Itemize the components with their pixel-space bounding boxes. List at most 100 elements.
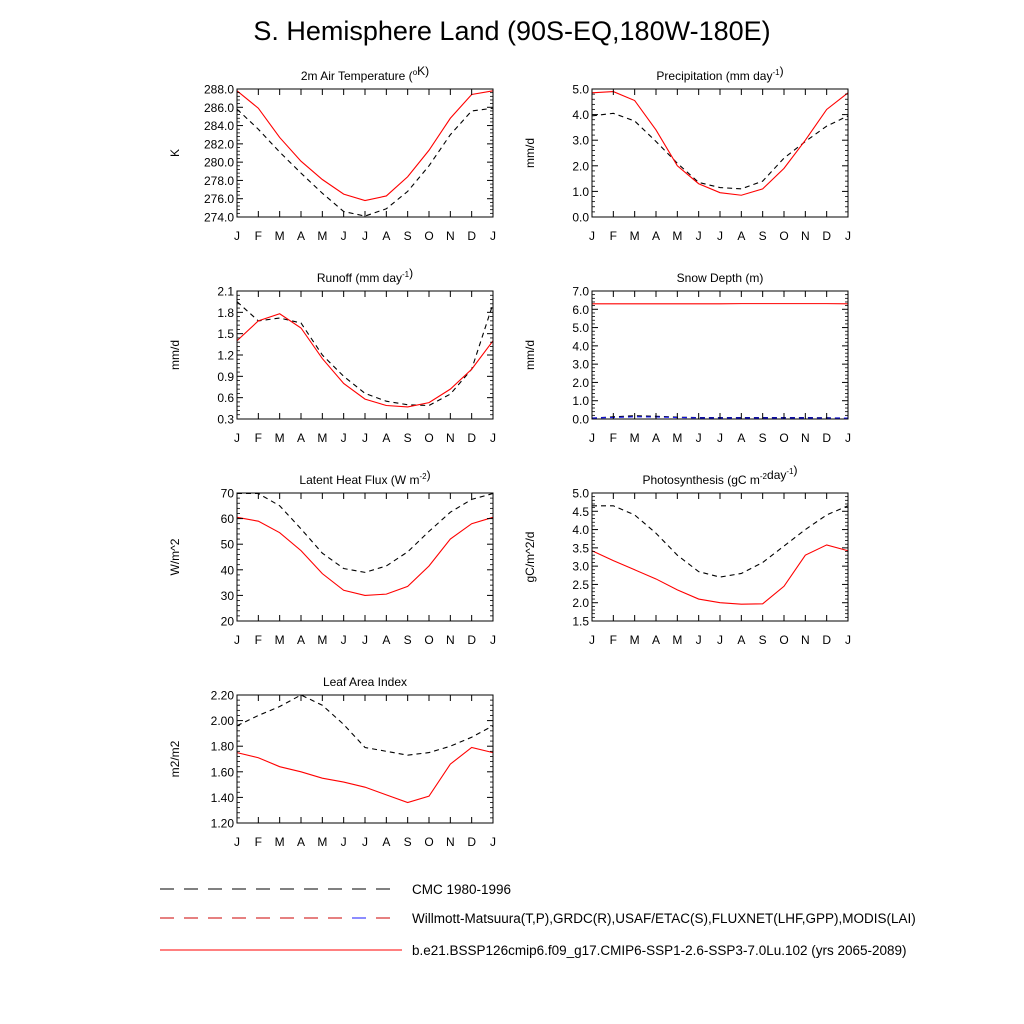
x-tick-label: A (297, 229, 305, 243)
x-tick-label: J (234, 633, 240, 647)
chart-panel-4: J F M A M J J A S O N D J0.01.02.03.04.05.06.07.0Sno… (523, 271, 851, 445)
y-axis-label: mm/d (168, 340, 182, 370)
series-line-1 (237, 492, 494, 573)
x-tick-label: A (382, 633, 390, 647)
y-tick-label: 5.0 (572, 83, 589, 97)
y-tick-label: 1.40 (211, 791, 235, 805)
y-axis-label: mm/d (523, 138, 537, 168)
x-tick-label: J (341, 229, 347, 243)
x-tick-label: S (759, 431, 767, 445)
x-tick-label: J (589, 633, 595, 647)
x-tick-label: A (652, 633, 660, 647)
x-tick-label: J (717, 633, 723, 647)
x-tick-label: J (845, 229, 851, 243)
y-tick-label: 1.0 (572, 185, 589, 199)
chart-title: Runoff (mm day-1) (317, 266, 413, 285)
x-tick-label: N (801, 633, 810, 647)
x-tick-label: J (589, 229, 595, 243)
chart-panel-2: J F M A M J J A S O N D J0.01.02.03.04.05.0Precipita… (523, 64, 851, 243)
x-tick-label: J (362, 633, 368, 647)
x-tick-label: S (404, 633, 412, 647)
y-tick-label: 30 (221, 589, 235, 603)
x-tick-label: F (610, 431, 617, 445)
series-line-1 (591, 112, 849, 190)
x-tick-label: O (424, 633, 433, 647)
x-tick-label: A (652, 431, 660, 445)
chart-panel-1: J F M A M J J A S O N D J274.0276.0278.0280.0282.028… (168, 64, 496, 243)
x-tick-label: M (630, 633, 640, 647)
y-tick-label: 1.2 (217, 349, 234, 363)
chart-title: 2m Air Temperature (oK) (301, 64, 429, 83)
x-tick-label: F (255, 633, 262, 647)
y-tick-label: 3.5 (572, 541, 589, 555)
y-tick-label: 4.5 (572, 505, 589, 519)
y-tick-label: 2.1 (217, 285, 234, 299)
x-tick-label: A (297, 431, 305, 445)
y-axis-label: W/m^2 (168, 538, 182, 575)
x-tick-label: J (589, 431, 595, 445)
x-tick-label: J (362, 431, 368, 445)
chart-title: Snow Depth (m) (677, 271, 764, 285)
y-tick-label: 282.0 (204, 137, 234, 151)
x-tick-label: J (490, 633, 496, 647)
x-tick-label: J (362, 835, 368, 849)
x-tick-label: A (382, 229, 390, 243)
y-tick-label: 1.20 (211, 817, 235, 831)
x-tick-label: S (759, 229, 767, 243)
series-line-1 (592, 505, 849, 578)
y-tick-label: 2.0 (572, 376, 589, 390)
x-tick-label: J (341, 431, 347, 445)
x-tick-label: N (801, 431, 810, 445)
x-tick-label: M (672, 431, 682, 445)
x-tick-label: J (341, 633, 347, 647)
y-tick-label: 3.0 (572, 134, 589, 148)
series-line-2 (236, 313, 494, 408)
plot-frame (591, 88, 849, 218)
series-line-2 (236, 516, 494, 596)
plot-frame (236, 694, 494, 824)
y-axis-label: gC/m^2/d (523, 532, 537, 583)
x-tick-label: D (467, 835, 476, 849)
x-tick-label: A (297, 835, 305, 849)
x-tick-label: J (490, 835, 496, 849)
y-axis-label: mm/d (523, 340, 537, 370)
x-tick-label: J (234, 835, 240, 849)
y-tick-label: 3.0 (572, 560, 589, 574)
plot-frame (236, 290, 494, 420)
y-tick-label: 1.60 (211, 765, 235, 779)
x-tick-label: M (317, 835, 327, 849)
x-tick-label: J (234, 229, 240, 243)
y-tick-label: 4.0 (572, 339, 589, 353)
x-tick-label: J (717, 229, 723, 243)
y-tick-label: 2.00 (211, 714, 235, 728)
chart-title: Latent Heat Flux (W m-2) (299, 468, 430, 487)
x-tick-label: O (424, 229, 433, 243)
y-tick-label: 1.5 (217, 327, 234, 341)
chart-panel-6: J F M A M J J A S O N D J1.52.02.53.03.54.04.55.0Pho… (523, 463, 851, 647)
series-line-2 (591, 91, 849, 196)
x-tick-label: A (382, 431, 390, 445)
chart-title: Leaf Area Index (323, 675, 407, 689)
x-tick-label: N (446, 229, 455, 243)
y-tick-label: 288.0 (204, 83, 234, 97)
y-tick-label: 276.0 (204, 192, 234, 206)
x-tick-label: N (446, 633, 455, 647)
x-tick-label: A (737, 431, 745, 445)
x-tick-label: F (610, 229, 617, 243)
y-tick-label: 274.0 (204, 211, 234, 225)
x-tick-label: M (672, 633, 682, 647)
x-tick-label: N (801, 229, 810, 243)
x-tick-label: O (779, 431, 788, 445)
x-tick-label: D (822, 633, 831, 647)
plot-frame (591, 290, 849, 420)
chart-title: Photosynthesis (gC m-2day-1) (643, 463, 798, 487)
x-tick-label: M (630, 431, 640, 445)
page-title: S. Hemisphere Land (90S-EQ,180W-180E) (253, 16, 771, 46)
x-tick-label: A (297, 633, 305, 647)
plot-frame (236, 492, 494, 622)
x-tick-label: F (255, 229, 262, 243)
y-tick-label: 1.0 (572, 394, 589, 408)
y-tick-label: 280.0 (204, 156, 234, 170)
x-tick-label: D (822, 431, 831, 445)
